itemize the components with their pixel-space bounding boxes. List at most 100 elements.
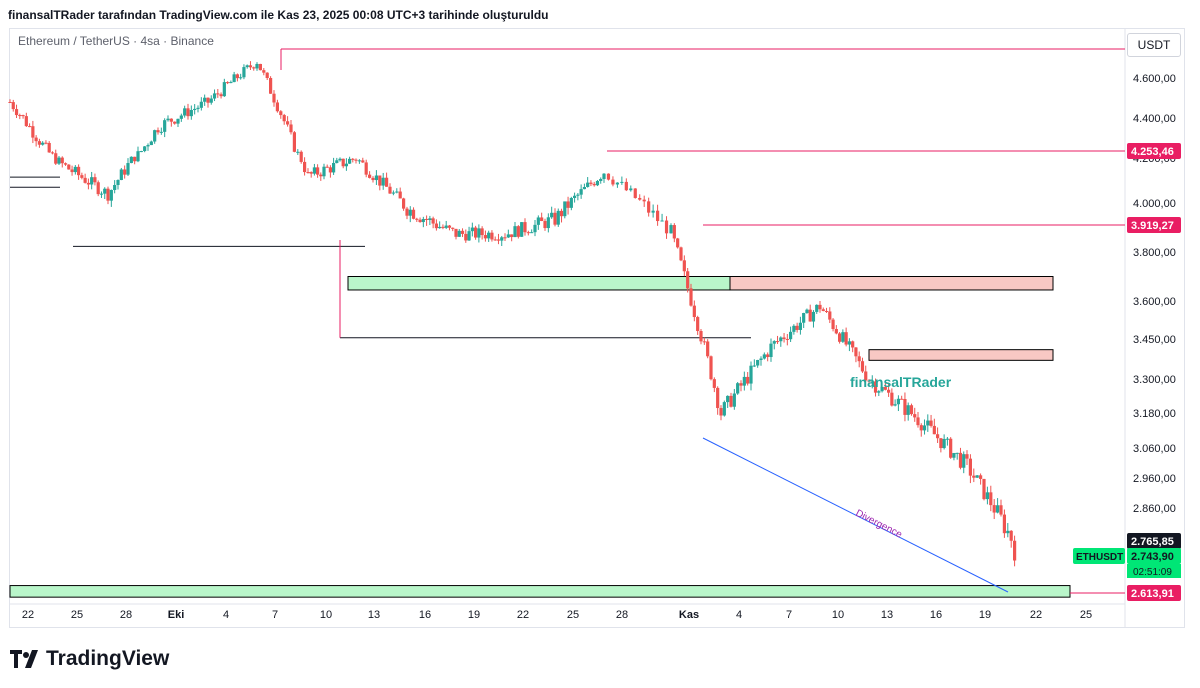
candle-body (344, 163, 348, 167)
candle-body (805, 309, 809, 314)
candle-body (922, 425, 927, 431)
candle-body (736, 383, 740, 394)
candle-body (296, 151, 300, 153)
price-tick-label: 4.400,00 (1133, 113, 1176, 125)
candle-body (824, 310, 829, 312)
candle-body (163, 120, 167, 132)
candle-body (553, 212, 557, 225)
candle-body (975, 475, 979, 478)
candle-body (428, 218, 432, 221)
candle-body (136, 151, 140, 162)
candle-body (457, 230, 461, 237)
time-tick-label: 10 (832, 609, 844, 621)
candle-body (789, 331, 793, 340)
candle-body (523, 222, 527, 233)
candle-body (573, 195, 577, 198)
candle-body (189, 110, 193, 117)
tradingview-logo[interactable]: TradingView (10, 647, 169, 671)
candle-body (60, 157, 64, 164)
candle-body (109, 189, 113, 201)
candle-body (493, 239, 497, 241)
candle-body (779, 337, 783, 342)
candle-body (864, 371, 868, 381)
candle-body (664, 220, 669, 234)
candle-body (454, 228, 458, 237)
candle-body (926, 420, 930, 426)
price-badge-label: 2.613,91 (1131, 588, 1174, 600)
candle-body (722, 402, 726, 416)
candle-body (576, 194, 580, 196)
time-tick-label: 4 (736, 609, 742, 621)
candle-body (309, 172, 313, 174)
candle-body (477, 228, 481, 238)
symbol-title[interactable]: Ethereum / TetherUS · 4sa · Binance (18, 34, 214, 48)
candle-body (289, 124, 293, 133)
candle-body (166, 118, 170, 121)
candle-body (838, 333, 842, 342)
candle-body (447, 225, 452, 228)
time-tick-label: 7 (786, 609, 792, 621)
candle-body (913, 414, 917, 418)
candle-body (368, 174, 372, 178)
candle-body (503, 237, 507, 239)
candle-body (103, 188, 107, 194)
candle-body (676, 238, 680, 248)
candle-body (880, 386, 884, 392)
candle-body (70, 169, 74, 173)
candle-body (1006, 530, 1010, 534)
symbol-tag-label: ETHUSDT (1076, 552, 1123, 563)
candle-body (516, 226, 520, 237)
candle-body (606, 173, 611, 180)
candle-body (712, 379, 716, 388)
candle-body (982, 478, 986, 500)
candle-body (474, 227, 478, 238)
candle-body (611, 179, 615, 185)
candle-body (696, 317, 700, 332)
candle-body (133, 156, 137, 162)
candle-body (732, 393, 736, 407)
time-tick-label: 22 (517, 609, 529, 621)
candle-body (279, 111, 283, 116)
candle-body (900, 398, 904, 400)
candle-body (589, 182, 593, 184)
candle-body (123, 169, 127, 175)
candle-body (867, 380, 871, 382)
candle-body (536, 217, 540, 225)
candle-body (638, 197, 642, 200)
candle-body (119, 169, 123, 181)
countdown-badge (1127, 564, 1181, 578)
candle-body (388, 186, 392, 194)
candle-body (306, 172, 310, 174)
candle-body (831, 319, 835, 330)
candle-body (679, 247, 683, 261)
time-tick-label: 19 (979, 609, 991, 621)
candle-body (418, 219, 422, 223)
candle-body (624, 181, 628, 191)
candle-body (381, 177, 385, 186)
candle-body (252, 67, 256, 69)
candle-body (126, 163, 130, 175)
price-tick-label: 3.300,00 (1133, 374, 1176, 386)
candle-body (857, 356, 861, 362)
price-badge-label: 2.743,90 (1131, 551, 1174, 563)
candle-body (996, 505, 1000, 513)
price-badge-label: 2.765,85 (1131, 536, 1174, 548)
zone-resistance (868, 349, 1054, 361)
candle-body (434, 223, 438, 229)
candle-body (86, 182, 90, 185)
candle-body (651, 210, 655, 213)
divergence-line (702, 437, 1009, 593)
currency-button[interactable]: USDT (1127, 33, 1181, 57)
candle-body (299, 151, 303, 162)
candle-body (647, 201, 651, 213)
candle-body (73, 166, 77, 173)
candle-body (642, 199, 646, 202)
candle-body (821, 309, 825, 311)
candle-body (592, 183, 596, 186)
candle-body (371, 177, 375, 181)
candle-body (709, 356, 713, 380)
candle-body (775, 341, 780, 343)
zone-support (347, 276, 731, 291)
candle-body (834, 329, 838, 334)
